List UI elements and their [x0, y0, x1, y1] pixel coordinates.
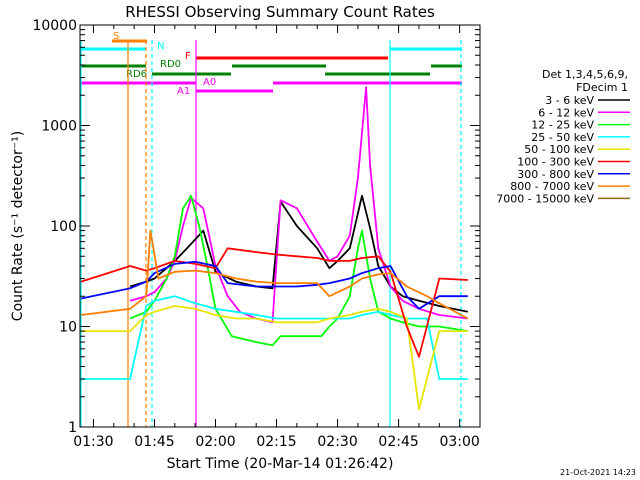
legend-entry-label: 6 - 12 keV — [538, 106, 594, 119]
flag-label-n: N — [157, 41, 164, 52]
series-line-5 — [80, 247, 468, 358]
plot-frame — [79, 24, 481, 428]
footer-timestamp: 21-Oct-2021 14:23 — [560, 468, 636, 477]
x-tick-label: 01:30 — [73, 434, 113, 450]
flag-label-rd6: RD6 — [126, 69, 147, 80]
legend-header: Det 1,3,4,5,6,9, — [542, 68, 628, 81]
y-axis-label: Count Rate (s⁻¹ detector⁻¹) — [10, 131, 26, 321]
chart-title: RHESSI Observing Summary Count Rates — [125, 3, 435, 21]
series-line-3 — [81, 295, 468, 380]
legend-entry-label: 25 - 50 keV — [531, 131, 594, 144]
series-line-2 — [129, 194, 468, 347]
legend-header: FDecim 1 — [576, 81, 628, 94]
y-tick-label: 10 — [59, 320, 77, 336]
legend-entry-label: 12 - 25 keV — [531, 119, 594, 132]
x-tick-label: 03:00 — [439, 434, 479, 450]
y-tick-label: 10000 — [32, 18, 77, 34]
flag-label-rd0: RD0 — [160, 59, 181, 70]
x-tick-label: 02:30 — [317, 434, 357, 450]
legend-entry-label: 3 - 6 keV — [545, 94, 594, 107]
legend-entry-label: 100 - 300 keV — [517, 156, 594, 169]
flag-label-f: F — [185, 51, 191, 62]
x-axis-label: Start Time (20-Mar-14 01:26:42) — [167, 456, 394, 472]
x-tick-label: 02:15 — [256, 434, 296, 450]
legend-entry-label: 300 - 800 keV — [517, 168, 594, 181]
legend-entry-label: 50 - 100 keV — [524, 143, 594, 156]
flag-bars: S N F RD0 RD6 A0 A1 — [80, 31, 462, 427]
legend-entry-label: 7000 - 15000 keV — [496, 192, 594, 205]
y-tick-label: 100 — [50, 219, 77, 235]
x-tick-label: 02:45 — [378, 434, 418, 450]
axes: 01:30 01:45 02:00 02:15 02:30 02:45 03:00 1 10 10… — [32, 18, 481, 450]
y-tick-label: 1000 — [41, 119, 77, 135]
series-line-6 — [81, 260, 468, 310]
x-tick-label: 02:00 — [195, 434, 235, 450]
series-line-7 — [81, 229, 469, 320]
x-tick-label: 01:45 — [134, 434, 174, 450]
series-line-4 — [81, 305, 468, 411]
flag-label-s: S — [113, 31, 119, 42]
series-lines — [80, 86, 469, 411]
legend-entry-label: 800 - 7000 keV — [510, 180, 594, 193]
y-tick-label: 1 — [68, 420, 77, 436]
flag-label-a1: A1 — [177, 86, 190, 97]
flag-label-a0: A0 — [203, 77, 216, 88]
